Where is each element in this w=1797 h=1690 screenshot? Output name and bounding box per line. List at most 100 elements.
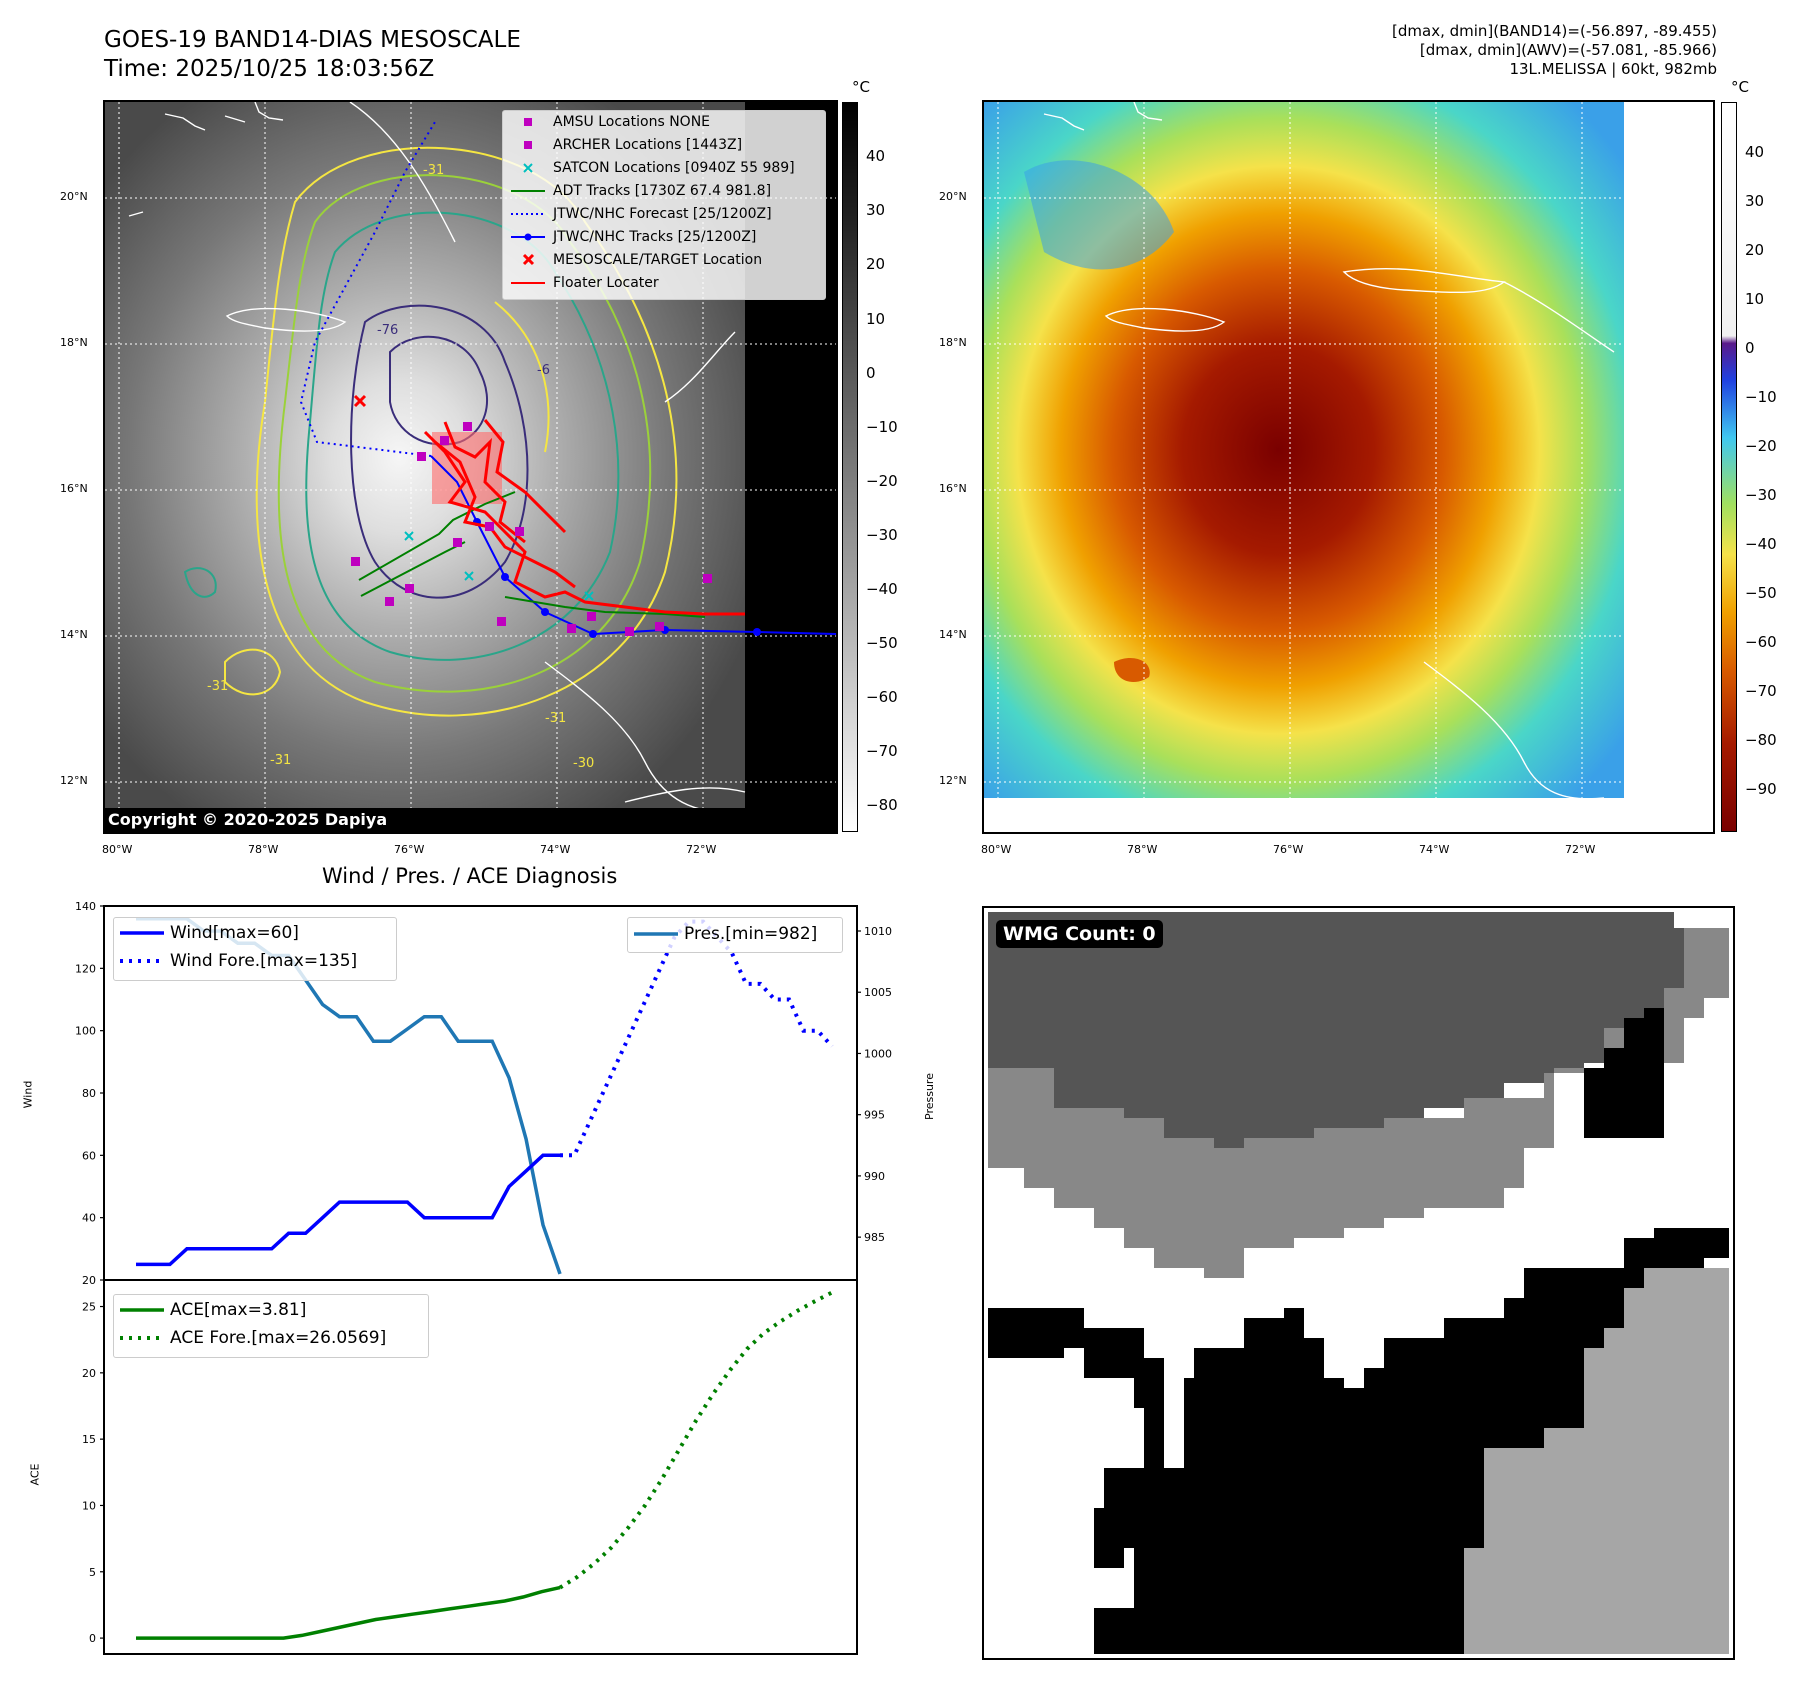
color-colorbar-unit: °C	[1731, 78, 1749, 96]
copyright-banner: Copyright © 2020-2025 Dapiya	[104, 808, 836, 832]
legend-target: MESOSCALE/TARGET Location	[503, 249, 762, 271]
color-cb-tick: −80	[1745, 731, 1777, 749]
legend-label: JTWC/NHC Forecast [25/1200Z]	[553, 206, 772, 222]
axis-tick-label: 1000	[864, 1047, 892, 1060]
wind-axis-label: Wind	[21, 1080, 35, 1109]
lon-tick: 80°W	[981, 843, 1012, 856]
target-location-marker	[353, 394, 367, 408]
legend-adt: ADT Tracks [1730Z 67.4 981.8]	[503, 180, 771, 202]
gray-colorbar-unit: °C	[852, 78, 870, 96]
axis-tick-label: 60	[82, 1149, 96, 1162]
legend-amsu: AMSU Locations NONE	[503, 111, 710, 133]
gray-colorbar	[842, 102, 858, 832]
color-cb-tick: −60	[1745, 633, 1777, 651]
legend-label: Floater Locater	[553, 275, 659, 291]
color-graticule	[984, 102, 1713, 832]
lat-tick: 18°N	[60, 336, 88, 349]
axis-tick-label: 985	[864, 1231, 885, 1244]
lon-tick: 78°W	[1127, 843, 1158, 856]
gray-cb-tick: 20	[866, 255, 886, 273]
contour-label: -76	[377, 323, 398, 338]
legend-label: AMSU Locations NONE	[553, 114, 711, 130]
legend-label: JTWC/NHC Tracks [25/1200Z]	[553, 229, 757, 245]
ace-y-axis: 25 20 15 10 5 0	[82, 1301, 104, 1645]
map-legend: AMSU Locations NONE ARCHER Locations [14…	[502, 110, 826, 300]
color-cb-tick: 20	[1745, 241, 1765, 259]
color-cb-tick: −70	[1745, 682, 1777, 700]
gray-cb-tick: −70	[866, 742, 898, 760]
color-cb-tick: −40	[1745, 535, 1777, 553]
gray-cb-tick: 10	[866, 310, 886, 328]
axis-tick-label: 0	[89, 1632, 96, 1645]
color-cb-tick: 40	[1745, 143, 1765, 161]
gray-cb-tick: 0	[866, 364, 876, 382]
legend-label: Wind[max=60]	[170, 923, 299, 943]
legend-label: ACE Fore.[max=26.0569]	[170, 1328, 387, 1348]
legend-jtwc-tracks: JTWC/NHC Tracks [25/1200Z]	[503, 226, 756, 248]
figure-title-line2: Time: 2025/10/25 18:03:56Z	[104, 56, 435, 82]
lat-tick: 18°N	[939, 336, 967, 349]
color-ir-map	[982, 100, 1715, 834]
wmg-count-badge: WMG Count: 0	[996, 920, 1163, 948]
contour-label: -31	[423, 163, 444, 178]
wmg-mid-region	[988, 928, 1729, 1278]
lat-tick: 12°N	[939, 774, 967, 787]
legend-label: ADT Tracks [1730Z 67.4 981.8]	[553, 183, 772, 199]
contour-label: -31	[207, 679, 228, 694]
pressure-y-axis: 1010 1005 1000 995 990 985	[857, 925, 892, 1244]
axis-tick-label: 100	[75, 1025, 96, 1038]
grayscale-ir-map: -76 -31 -31 -31 -30 -31 -6	[103, 100, 838, 834]
contour-label: -31	[270, 753, 291, 768]
wmg-panel: WMG Count: 0	[982, 906, 1735, 1660]
lon-tick: 80°W	[102, 843, 133, 856]
axis-tick-label: 15	[82, 1433, 96, 1446]
axis-tick-label: 20	[82, 1274, 96, 1287]
wmg-dark-region	[988, 912, 1729, 1148]
figure-title-line1: GOES-19 BAND14-DIAS MESOSCALE	[104, 27, 521, 53]
axis-tick-label: 120	[75, 962, 96, 975]
lat-tick: 14°N	[60, 628, 88, 641]
info-band14: [dmax, dmin](BAND14)=(-56.897, -89.455)	[1392, 22, 1717, 40]
legend-label: Wind Fore.[max=135]	[170, 951, 358, 971]
color-cb-tick: 10	[1745, 290, 1765, 308]
color-colorbar	[1721, 102, 1737, 832]
wmg-light-region	[1464, 1268, 1729, 1654]
legend-label: MESOSCALE/TARGET Location	[553, 252, 763, 268]
wmg-black-patch	[1584, 1008, 1664, 1138]
wmg-svg	[988, 912, 1729, 1654]
axis-tick-label: 140	[75, 900, 96, 913]
axis-tick-label: 1010	[864, 925, 892, 938]
lon-tick: 72°W	[686, 843, 717, 856]
legend-label: Pres.[min=982]	[684, 924, 818, 944]
legend-archer: ARCHER Locations [1443Z]	[503, 134, 742, 156]
lon-tick: 76°W	[1273, 843, 1304, 856]
color-cb-tick: −10	[1745, 388, 1777, 406]
axis-tick-label: 40	[82, 1212, 96, 1225]
legend-ace-forecast: ACE Fore.[max=26.0569]	[114, 1327, 386, 1349]
wind-forecast-line	[560, 919, 834, 1158]
legend-label: SATCON Locations [0940Z 55 989]	[553, 160, 795, 176]
wmg-black-region	[988, 1228, 1729, 1654]
legend-floater: Floater Locater	[503, 272, 659, 294]
lon-tick: 76°W	[394, 843, 425, 856]
diag-title: Wind / Pres. / ACE Diagnosis	[322, 864, 618, 888]
figure-title: GOES-19 BAND14-DIAS MESOSCALE Time: 2025…	[104, 26, 521, 84]
color-cb-tick: −50	[1745, 584, 1777, 602]
ace-axis-label: ACE	[28, 1463, 42, 1486]
pressure-axis-label: Pressure	[922, 1073, 936, 1120]
legend-wind: Wind[max=60]	[114, 922, 299, 944]
lat-tick: 16°N	[60, 482, 88, 495]
legend-pressure: Pres.[min=982]	[628, 923, 817, 945]
legend-satcon: SATCON Locations [0940Z 55 989]	[503, 157, 795, 179]
convective-cell	[1114, 657, 1150, 682]
axis-tick-label: 10	[82, 1499, 96, 1512]
lon-tick: 72°W	[1565, 843, 1596, 856]
color-cb-tick: 0	[1745, 339, 1755, 357]
axis-tick-label: 80	[82, 1087, 96, 1100]
pressure-legend: Pres.[min=982]	[627, 917, 843, 953]
info-awv: [dmax, dmin](AWV)=(-57.081, -85.966)	[1419, 41, 1717, 59]
info-storm: 13L.MELISSA | 60kt, 982mb	[1509, 60, 1717, 78]
archer-markers	[351, 422, 712, 636]
lat-tick: 16°N	[939, 482, 967, 495]
